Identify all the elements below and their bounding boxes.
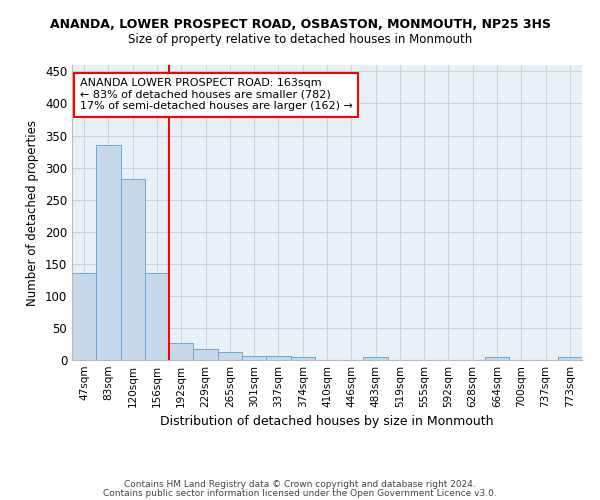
Bar [485, 357, 509, 360]
Bar [218, 352, 242, 360]
Bar [290, 357, 315, 360]
Y-axis label: Number of detached properties: Number of detached properties [26, 120, 40, 306]
Text: Size of property relative to detached houses in Monmouth: Size of property relative to detached ho… [128, 32, 472, 46]
Text: Contains HM Land Registry data © Crown copyright and database right 2024.: Contains HM Land Registry data © Crown c… [124, 480, 476, 489]
Bar [72, 274, 96, 360]
Text: ANANDA LOWER PROSPECT ROAD: 163sqm
← 83% of detached houses are smaller (782)
17: ANANDA LOWER PROSPECT ROAD: 163sqm ← 83%… [80, 78, 353, 112]
Text: Contains public sector information licensed under the Open Government Licence v3: Contains public sector information licen… [103, 489, 497, 498]
X-axis label: Distribution of detached houses by size in Monmouth: Distribution of detached houses by size … [160, 416, 494, 428]
Bar [169, 342, 193, 360]
Bar [96, 145, 121, 360]
Bar [121, 179, 145, 360]
Bar [364, 357, 388, 360]
Bar [193, 349, 218, 360]
Bar [266, 356, 290, 360]
Bar [242, 356, 266, 360]
Text: ANANDA, LOWER PROSPECT ROAD, OSBASTON, MONMOUTH, NP25 3HS: ANANDA, LOWER PROSPECT ROAD, OSBASTON, M… [49, 18, 551, 30]
Bar [558, 357, 582, 360]
Bar [145, 274, 169, 360]
